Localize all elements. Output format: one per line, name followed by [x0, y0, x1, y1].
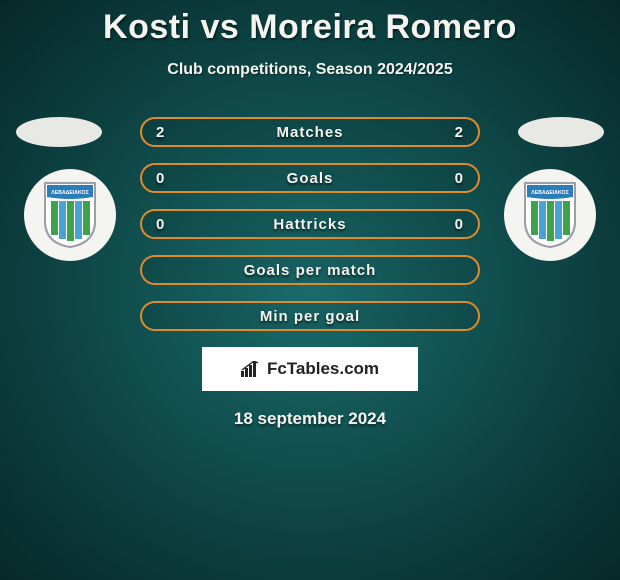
- page-title: Kosti vs Moreira Romero: [0, 0, 620, 47]
- stat-left-value: 0: [156, 170, 206, 187]
- club-name-text: ΛΕΒΑΔΕΙΑΚΟΣ: [51, 190, 88, 196]
- stat-row-hattricks: 0 Hattricks 0: [140, 209, 480, 239]
- stat-label: Min per goal: [156, 308, 464, 325]
- stat-label: Goals per match: [156, 262, 464, 279]
- stat-row-min-per-goal: Min per goal: [140, 301, 480, 331]
- stat-label: Matches: [206, 124, 414, 141]
- shield-icon: ΛΕΒΑΔΕΙΑΚΟΣ: [521, 181, 579, 249]
- stat-right-value: 2: [414, 124, 464, 141]
- player-silhouette-right: [518, 117, 604, 147]
- shield-icon: ΛΕΒΑΔΕΙΑΚΟΣ: [41, 181, 99, 249]
- bar-chart-icon: [241, 361, 261, 377]
- club-badge-left: ΛΕΒΑΔΕΙΑΚΟΣ: [24, 169, 116, 261]
- page-subtitle: Club competitions, Season 2024/2025: [0, 61, 620, 79]
- stat-row-goals-per-match: Goals per match: [140, 255, 480, 285]
- club-name-text: ΛΕΒΑΔΕΙΑΚΟΣ: [531, 190, 568, 196]
- stat-row-matches: 2 Matches 2: [140, 117, 480, 147]
- stat-label: Hattricks: [206, 216, 414, 233]
- brand-text: FcTables.com: [267, 359, 379, 379]
- stat-right-value: 0: [414, 170, 464, 187]
- club-badge-right: ΛΕΒΑΔΕΙΑΚΟΣ: [504, 169, 596, 261]
- stat-label: Goals: [206, 170, 414, 187]
- comparison-area: ΛΕΒΑΔΕΙΑΚΟΣ ΛΕΒΑΔΕΙΑΚΟΣ 2 Matches 2 0 Go: [0, 117, 620, 331]
- stat-row-goals: 0 Goals 0: [140, 163, 480, 193]
- stat-left-value: 0: [156, 216, 206, 233]
- brand-box[interactable]: FcTables.com: [202, 347, 418, 391]
- player-silhouette-left: [16, 117, 102, 147]
- stat-left-value: 2: [156, 124, 206, 141]
- stat-right-value: 0: [414, 216, 464, 233]
- date-text: 18 september 2024: [0, 409, 620, 429]
